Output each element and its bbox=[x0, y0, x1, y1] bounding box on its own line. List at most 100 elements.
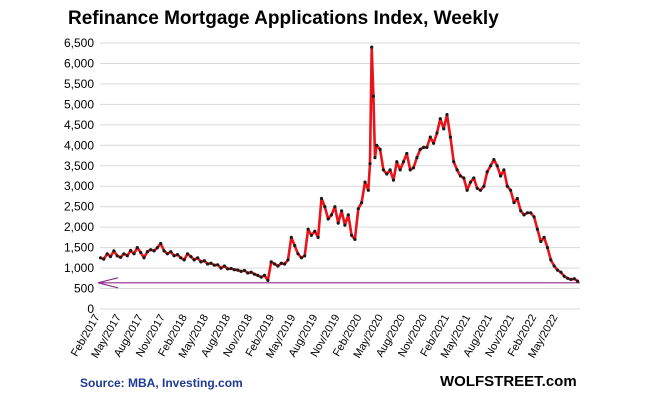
data-point bbox=[212, 263, 216, 267]
data-point bbox=[515, 196, 519, 201]
y-tick-label: 6,000 bbox=[64, 56, 94, 70]
data-point bbox=[435, 131, 439, 135]
data-point bbox=[125, 254, 129, 258]
data-point bbox=[385, 172, 389, 176]
data-point bbox=[442, 127, 446, 131]
y-axis-tick-labels: 0 500 1,000 1,500 2,000 2,500 3,000 3,500 4,000 4… bbox=[64, 36, 94, 316]
data-point bbox=[196, 256, 200, 260]
data-point bbox=[356, 207, 360, 211]
data-point bbox=[428, 135, 432, 139]
data-point bbox=[522, 213, 526, 217]
data-point bbox=[273, 262, 277, 266]
data-point bbox=[185, 252, 190, 256]
data-point bbox=[458, 174, 462, 178]
data-point bbox=[165, 252, 169, 256]
data-point bbox=[169, 250, 173, 254]
data-point bbox=[360, 201, 364, 205]
data-point bbox=[366, 188, 370, 192]
data-point bbox=[448, 135, 452, 139]
y-tick-label: 1,000 bbox=[64, 261, 94, 275]
data-point bbox=[129, 248, 133, 253]
y-tick-label: 500 bbox=[74, 282, 94, 296]
data-point bbox=[279, 261, 283, 265]
data-point bbox=[142, 256, 146, 260]
data-point bbox=[378, 147, 382, 151]
data-point bbox=[249, 270, 253, 274]
data-point bbox=[512, 201, 516, 205]
data-point bbox=[276, 264, 280, 268]
data-point bbox=[519, 209, 523, 213]
data-point bbox=[299, 256, 303, 260]
data-point bbox=[155, 246, 159, 250]
data-point bbox=[239, 269, 243, 273]
data-point bbox=[202, 259, 206, 263]
data-point bbox=[306, 227, 310, 231]
data-point bbox=[552, 264, 556, 268]
data-point bbox=[293, 244, 297, 248]
data-point bbox=[246, 271, 250, 275]
data-point bbox=[572, 277, 576, 281]
data-point bbox=[149, 248, 153, 252]
data-point bbox=[370, 45, 374, 49]
data-point bbox=[363, 180, 367, 184]
data-point bbox=[222, 264, 226, 268]
data-point bbox=[525, 211, 530, 215]
data-point bbox=[432, 141, 436, 145]
data-point bbox=[313, 229, 317, 233]
data-point bbox=[316, 235, 320, 239]
brand-watermark: WOLFSTREET.com bbox=[440, 373, 577, 390]
data-point bbox=[199, 260, 203, 264]
data-point bbox=[289, 235, 293, 239]
data-point bbox=[112, 249, 116, 253]
data-point bbox=[368, 162, 372, 166]
data-point bbox=[495, 164, 499, 168]
data-point bbox=[219, 266, 223, 270]
data-point bbox=[189, 255, 193, 259]
data-point bbox=[472, 176, 476, 180]
data-point bbox=[529, 211, 533, 215]
data-point bbox=[340, 209, 344, 213]
data-point bbox=[336, 221, 340, 225]
data-point bbox=[353, 237, 357, 241]
data-point bbox=[119, 255, 123, 259]
data-point bbox=[252, 272, 257, 276]
y-tick-label: 5,500 bbox=[64, 77, 94, 91]
x-axis-tick-labels: Feb/2017May/2017Aug/2017Nov/2017Feb/2018… bbox=[69, 312, 561, 360]
gridlines bbox=[100, 42, 580, 310]
y-tick-label: 5,000 bbox=[64, 97, 94, 111]
data-point bbox=[319, 196, 324, 201]
data-point bbox=[499, 174, 503, 178]
data-point bbox=[350, 233, 354, 237]
data-point bbox=[401, 160, 406, 164]
y-tick-label: 2,500 bbox=[64, 200, 94, 214]
data-point bbox=[418, 147, 422, 151]
data-point bbox=[179, 256, 183, 260]
y-tick-label: 2,000 bbox=[64, 220, 94, 234]
chart-title: Refinance Mortgage Applications Index, W… bbox=[68, 8, 499, 29]
data-point bbox=[438, 117, 442, 121]
data-point bbox=[135, 246, 139, 250]
data-point bbox=[576, 279, 580, 283]
data-point bbox=[539, 239, 543, 244]
data-point bbox=[562, 274, 566, 278]
data-point bbox=[333, 205, 337, 209]
data-point bbox=[559, 270, 563, 274]
data-point bbox=[162, 249, 166, 253]
data-point bbox=[323, 205, 327, 209]
arrow-left-icon bbox=[97, 277, 119, 289]
data-point bbox=[236, 268, 240, 272]
data-point bbox=[425, 145, 429, 149]
data-point bbox=[115, 254, 119, 258]
data-point bbox=[98, 256, 103, 260]
series bbox=[99, 45, 579, 283]
y-tick-label: 3,500 bbox=[64, 159, 94, 173]
data-point bbox=[286, 258, 290, 262]
series-line bbox=[99, 45, 579, 283]
data-point bbox=[545, 246, 550, 250]
data-point bbox=[549, 258, 553, 262]
data-point bbox=[303, 254, 307, 258]
data-point bbox=[226, 267, 230, 271]
data-point bbox=[108, 255, 113, 259]
data-point bbox=[209, 261, 213, 265]
